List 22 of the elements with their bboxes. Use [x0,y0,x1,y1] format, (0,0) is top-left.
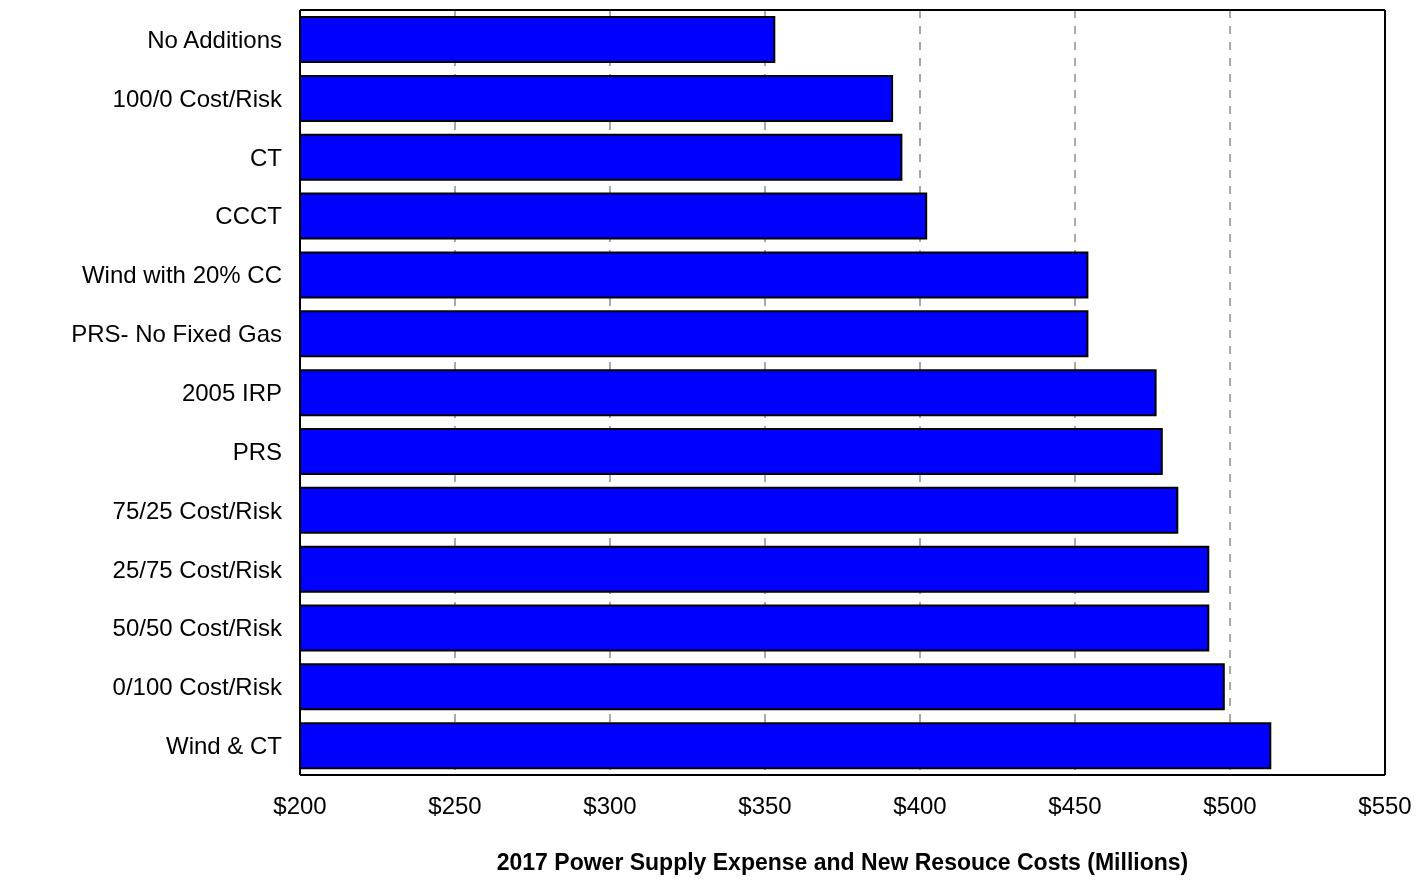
x-tick-label: $550 [1358,792,1412,820]
y-tick-label: PRS- No Fixed Gas [71,320,282,348]
x-tick-label: $500 [1203,792,1257,820]
y-tick-label: 25/75 Cost/Risk [112,555,283,583]
x-tick-label: $350 [738,792,792,820]
x-tick-label: $250 [428,792,482,820]
x-tick-label: $400 [893,792,947,820]
y-tick-label: Wind with 20% CC [81,261,282,289]
y-tick-label: PRS [232,437,282,465]
y-tick-label: 50/50 Cost/Risk [112,614,283,642]
y-tick-label: No Additions [147,25,282,53]
x-tick-label: $200 [273,792,327,820]
y-tick-label: 75/25 Cost/Risk [112,496,283,524]
y-tick-label: Wind & CT [165,732,283,760]
y-tick-label: 2005 IRP [181,379,282,407]
x-tick-label: $450 [1048,792,1102,820]
y-tick-label: 100/0 Cost/Risk [112,84,283,112]
y-tick-label: CCCT [215,202,283,230]
y-tick-label: 0/100 Cost/Risk [112,673,283,701]
y-tick-label: CT [250,143,283,171]
x-axis-title: 2017 Power Supply Expense and New Resouce Costs (Millions) [496,849,1189,875]
x-tick-label: $300 [583,792,637,820]
